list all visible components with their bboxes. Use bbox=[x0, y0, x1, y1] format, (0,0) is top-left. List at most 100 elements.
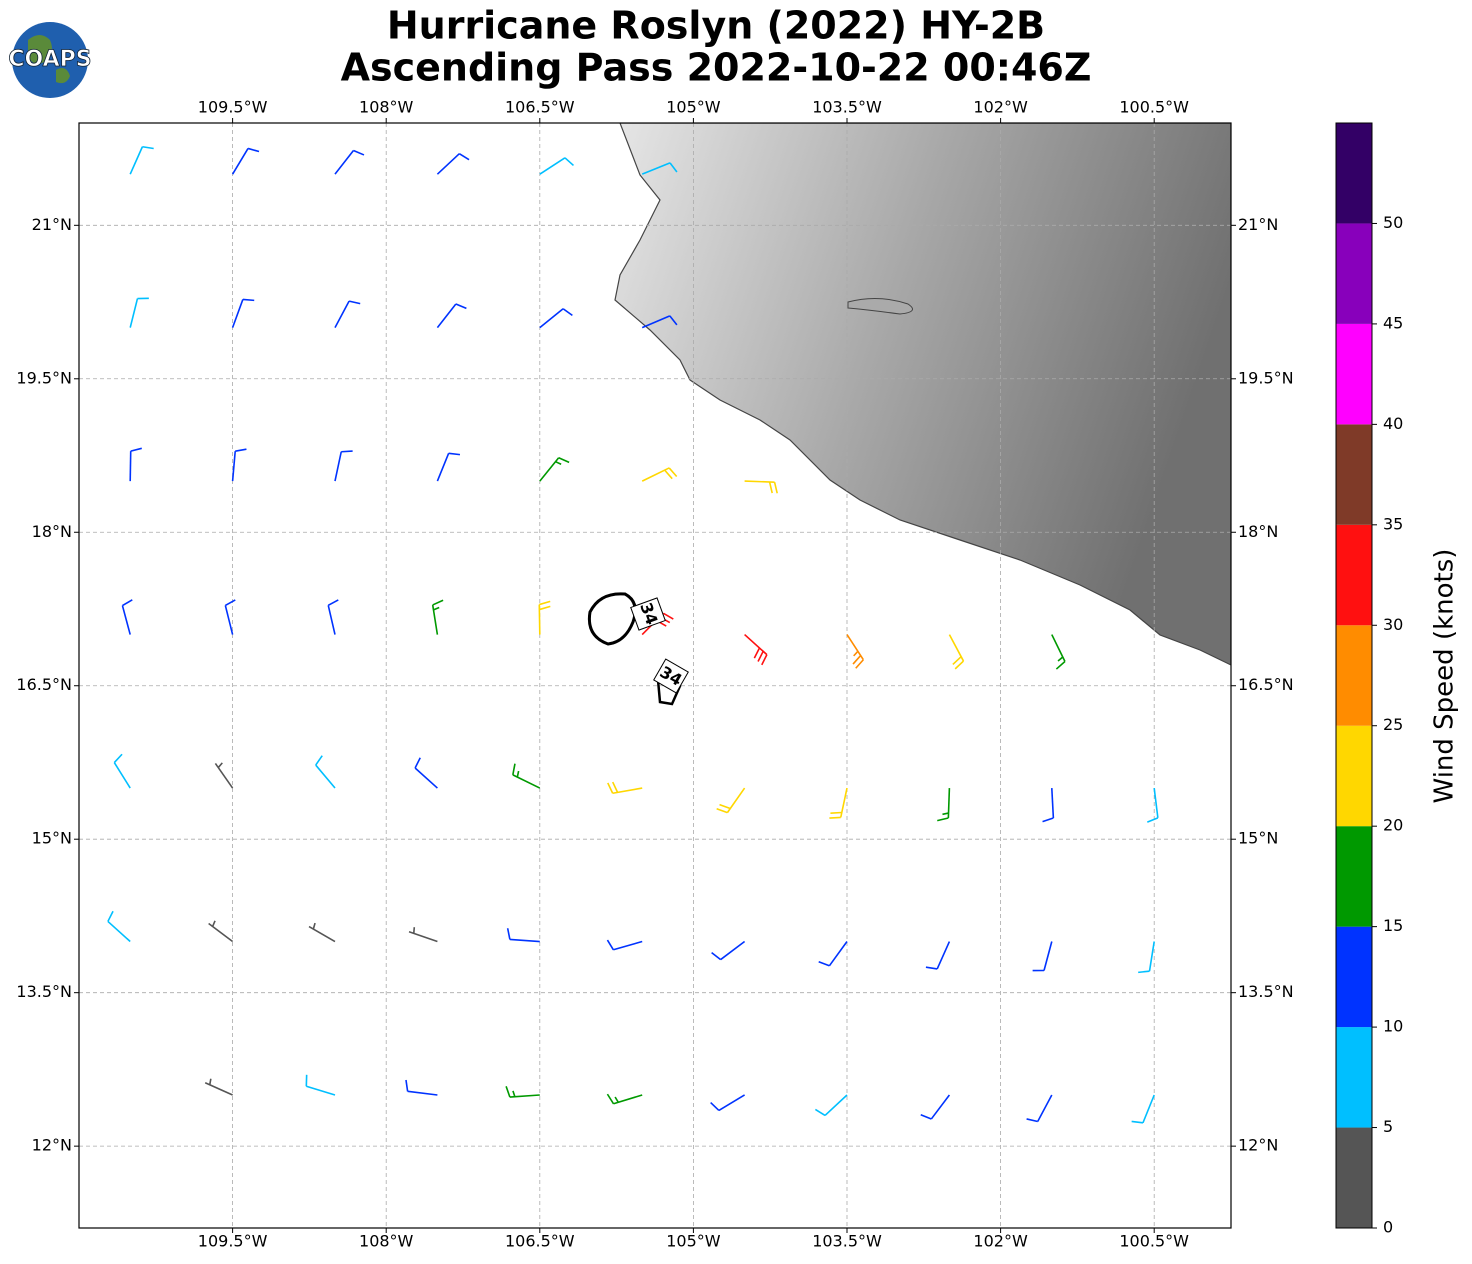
wind-barb bbox=[539, 157, 574, 175]
barb-feather bbox=[753, 647, 761, 659]
barb-staff bbox=[539, 157, 566, 175]
wind-barb bbox=[408, 927, 438, 943]
wind-barb bbox=[711, 940, 746, 961]
colorbar-tick-label: 25 bbox=[1383, 715, 1403, 734]
wind-barb bbox=[744, 633, 768, 666]
contour-label-box bbox=[630, 597, 666, 631]
colorbar-segment bbox=[1336, 424, 1372, 525]
land bbox=[614, 123, 1231, 666]
colorbar-tick-label: 35 bbox=[1383, 514, 1403, 533]
barb-feather bbox=[539, 605, 551, 611]
barb-feather bbox=[341, 450, 353, 453]
barb-feather bbox=[1055, 660, 1066, 670]
colorbar-tick-label: 5 bbox=[1383, 1117, 1393, 1136]
barb-staff bbox=[436, 303, 457, 329]
wind-barb bbox=[1147, 787, 1159, 823]
x-tick-label: 102°W bbox=[973, 98, 1028, 117]
wind-barb bbox=[512, 763, 541, 789]
barb-feather bbox=[855, 659, 864, 669]
barb-staff bbox=[720, 940, 746, 961]
chart-title: Hurricane Roslyn (2022) HY-2B bbox=[387, 4, 1045, 48]
barb-feather bbox=[830, 811, 842, 814]
barb-staff bbox=[334, 451, 343, 482]
barb-staff bbox=[231, 299, 244, 328]
barb-staff bbox=[113, 762, 131, 789]
barb-staff bbox=[1037, 1094, 1053, 1122]
barb-staff bbox=[824, 1094, 848, 1117]
lake bbox=[847, 298, 913, 315]
map-background bbox=[614, 123, 1231, 666]
barb-half-feather bbox=[433, 606, 440, 611]
colorbar-tick-label: 40 bbox=[1383, 414, 1403, 433]
wind-barb bbox=[539, 457, 570, 482]
chart-subtitle: Ascending Pass 2022-10-22 00:46Z bbox=[341, 46, 1092, 90]
barb-feather bbox=[432, 599, 444, 606]
wind-barb bbox=[107, 910, 131, 943]
y-tick-label: 15°N bbox=[1238, 829, 1278, 848]
colorbar-tick-label: 10 bbox=[1383, 1017, 1403, 1036]
barb-feather bbox=[224, 599, 236, 607]
wind-barb bbox=[606, 1093, 643, 1105]
colorbar-segment bbox=[1336, 1027, 1372, 1128]
barb-feather bbox=[107, 910, 114, 922]
barb-staff bbox=[231, 148, 249, 175]
barb-feather bbox=[564, 157, 574, 167]
barb-feather bbox=[669, 315, 678, 326]
colorbar: 0 5 10 15 20 25 30 35 40 45 50 bbox=[1335, 122, 1403, 1237]
barb-half-feather bbox=[516, 770, 520, 778]
barb-feather bbox=[664, 469, 673, 480]
colorbar-segment bbox=[1336, 1127, 1372, 1228]
y-tick-label: 13.5°N bbox=[1238, 982, 1294, 1001]
wind-barb bbox=[327, 599, 339, 635]
barb-feather bbox=[920, 1113, 932, 1120]
colorbar-segment bbox=[1336, 725, 1372, 827]
y-tick-label: 16.5°N bbox=[1238, 675, 1294, 694]
barb-staff bbox=[327, 605, 336, 635]
barb-feather bbox=[130, 447, 142, 452]
wind-barb bbox=[1032, 941, 1053, 972]
y-tick-label: 18°N bbox=[1238, 522, 1278, 541]
wind-barb bbox=[948, 634, 965, 670]
x-tick-label: 105°W bbox=[666, 98, 721, 117]
barb-staff bbox=[613, 940, 643, 951]
y-tick-label: 18°N bbox=[32, 522, 72, 541]
barb-feather bbox=[405, 1079, 409, 1092]
barb-staff bbox=[436, 153, 460, 175]
barb-staff bbox=[315, 764, 336, 789]
wind-barb bbox=[925, 941, 951, 970]
barb-half-feather bbox=[853, 650, 859, 657]
barb-feather bbox=[315, 755, 323, 766]
colorbar-segment bbox=[1336, 524, 1372, 626]
wind-barb bbox=[315, 755, 336, 789]
y-tick-label: 16.5°N bbox=[16, 675, 72, 694]
barb-staff bbox=[1043, 941, 1053, 971]
barb-staff bbox=[1148, 941, 1155, 972]
x-tick-label: 103.5°W bbox=[812, 98, 882, 117]
wind-barb bbox=[113, 753, 131, 789]
y-tick-label: 13.5°N bbox=[16, 982, 72, 1001]
colorbar-tick-label: 45 bbox=[1383, 313, 1403, 332]
wind-barb bbox=[214, 762, 234, 789]
wind-barb bbox=[716, 787, 746, 814]
barb-feather bbox=[716, 808, 728, 814]
wind-barb bbox=[305, 1074, 336, 1096]
colorbar-tick-label: 0 bbox=[1383, 1218, 1393, 1237]
x-tick-label: 109.5°W bbox=[198, 1232, 268, 1251]
wind-barb bbox=[334, 300, 361, 329]
wind-barb bbox=[829, 787, 848, 819]
barb-feather bbox=[757, 650, 764, 662]
barb-staff bbox=[334, 300, 350, 329]
wind-barb bbox=[224, 599, 236, 635]
colorbar-tick-label: 50 bbox=[1383, 213, 1403, 232]
barb-half-feather bbox=[555, 460, 562, 466]
x-tick-label: 100.5°W bbox=[1119, 1232, 1189, 1251]
x-tick-label: 108°W bbox=[359, 98, 414, 117]
barb-staff bbox=[436, 452, 450, 482]
wind-barb bbox=[538, 600, 551, 635]
wind-barb bbox=[231, 147, 260, 175]
barb-feather bbox=[458, 153, 470, 161]
x-tick-label: 106.5°W bbox=[505, 98, 575, 117]
wind-barb bbox=[607, 781, 643, 795]
barb-staff bbox=[121, 605, 131, 635]
